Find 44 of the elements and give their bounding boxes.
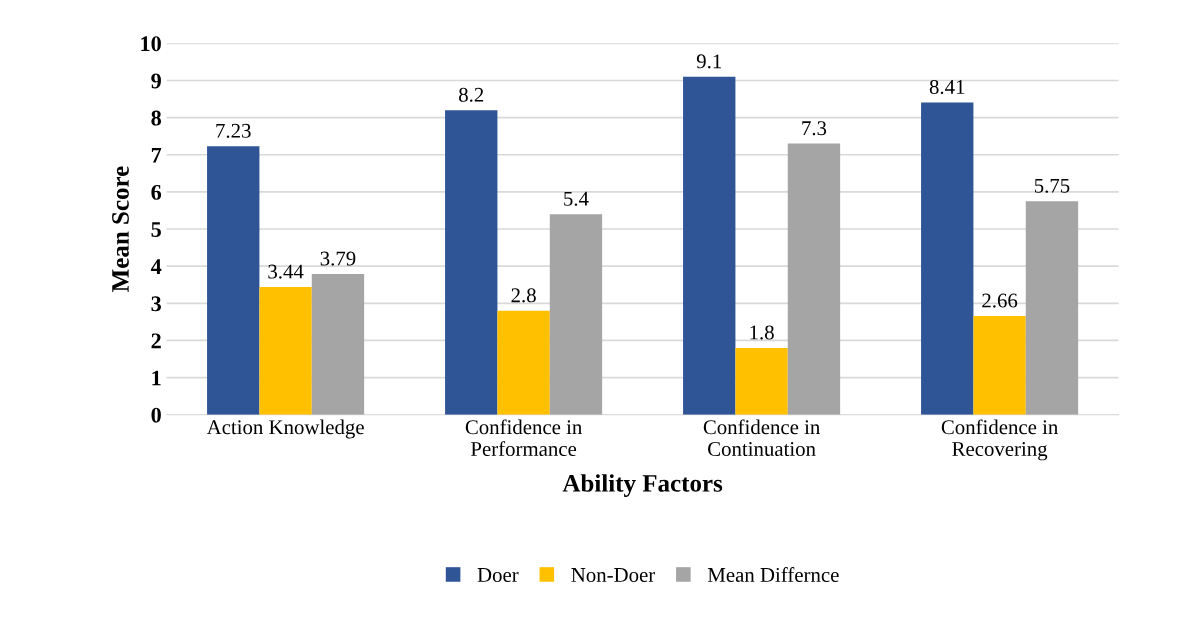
y-tick-label: 6 [151,184,162,200]
data-label: 8.2 [459,87,484,102]
data-label: 1.8 [750,325,774,340]
y-tick-label: 10 [141,36,161,52]
bar [259,286,312,415]
bar [549,214,603,415]
y-tick-label: 2 [151,333,161,349]
x-tick-label: Confidence in Recovering [941,419,1058,461]
data-label: 8.41 [929,79,965,95]
y-tick-label: 9 [151,73,161,89]
bar [735,347,788,415]
data-label: 5.75 [1034,178,1070,193]
bar [207,146,260,415]
y-tick-label: 7 [151,147,162,163]
data-label: 3.79 [320,251,356,266]
bar [1025,201,1079,415]
x-tick-label: Confidence in Continuation [703,419,820,457]
data-label: 9.1 [696,54,722,69]
bar [683,76,736,415]
x-axis-title: Ability Factors [562,474,723,497]
y-tick-label: 4 [150,259,162,274]
data-label: 7.23 [216,123,251,138]
data-label: 2.8 [511,288,536,303]
bar [921,102,974,415]
legend-label: Doer [477,568,519,582]
x-tick-label: Action Knowledge [206,419,364,439]
y-axis-title: Mean Score [112,166,129,292]
legend-label: Non-Doer [571,568,656,582]
x-tick-label: Confidence in Performance [465,419,582,457]
y-tick-label: 1 [152,370,161,386]
data-label: 5.4 [564,191,589,206]
bar [973,315,1026,415]
data-label: 2.66 [982,293,1018,308]
bar [311,273,365,415]
y-tick-label: 0 [151,407,161,423]
bar [445,110,498,415]
data-label: 3.44 [268,264,304,279]
legend-label: Mean Differnce [707,567,839,582]
y-tick-label: 8 [151,110,161,126]
y-tick-label: 5 [151,222,161,237]
y-tick-label: 3 [151,296,161,312]
bar [787,143,841,415]
bar [497,310,550,415]
data-label: 7.3 [802,121,827,136]
